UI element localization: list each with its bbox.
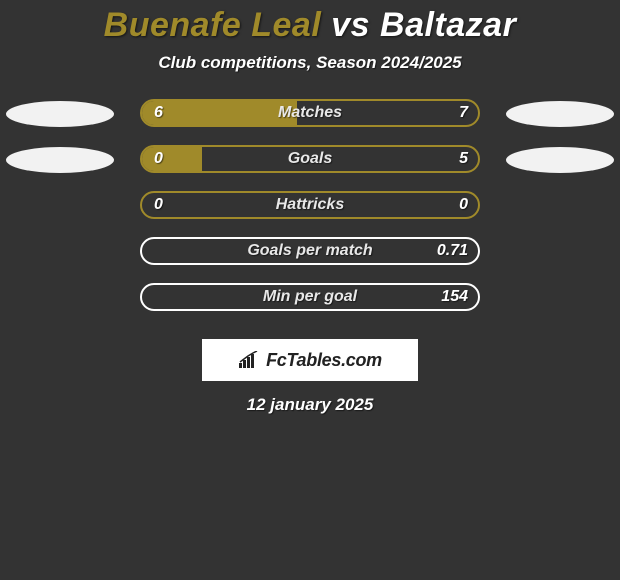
stat-value-right: 154 (441, 285, 468, 309)
stat-value-right: 0 (459, 193, 468, 217)
player2-ellipse (506, 147, 614, 173)
stat-bar: Min per goal154 (140, 283, 480, 311)
bar-chart-icon (238, 351, 260, 369)
title-player1: Buenafe Leal (104, 6, 322, 44)
player1-ellipse (6, 101, 114, 127)
logo-box: FcTables.com (202, 339, 418, 381)
title-player2: Baltazar (380, 6, 516, 44)
stat-bar: 0Goals5 (140, 145, 480, 173)
title-vs: vs (331, 6, 370, 44)
stat-label: Goals per match (142, 239, 478, 263)
stat-bar: 0Hattricks0 (140, 191, 480, 219)
stat-row: Min per goal154 (0, 285, 620, 331)
page-title: Buenafe Leal vs Baltazar (0, 6, 620, 45)
stat-value-right: 0.71 (437, 239, 468, 263)
player1-ellipse (6, 147, 114, 173)
stat-value-right: 5 (459, 147, 468, 171)
stats-area: 6Matches70Goals50Hattricks0Goals per mat… (0, 101, 620, 331)
stat-label: Matches (142, 101, 478, 125)
stat-bar: Goals per match0.71 (140, 237, 480, 265)
subtitle: Club competitions, Season 2024/2025 (0, 53, 620, 73)
logo-text: FcTables.com (266, 350, 382, 371)
stat-label: Goals (142, 147, 478, 171)
stat-row: 0Hattricks0 (0, 193, 620, 239)
stat-label: Hattricks (142, 193, 478, 217)
date-text: 12 january 2025 (0, 395, 620, 415)
stat-row: 6Matches7 (0, 101, 620, 147)
comparison-infographic: Buenafe Leal vs Baltazar Club competitio… (0, 0, 620, 415)
stat-value-right: 7 (459, 101, 468, 125)
stat-row: Goals per match0.71 (0, 239, 620, 285)
stat-label: Min per goal (142, 285, 478, 309)
stat-bar: 6Matches7 (140, 99, 480, 127)
player2-ellipse (506, 101, 614, 127)
stat-row: 0Goals5 (0, 147, 620, 193)
